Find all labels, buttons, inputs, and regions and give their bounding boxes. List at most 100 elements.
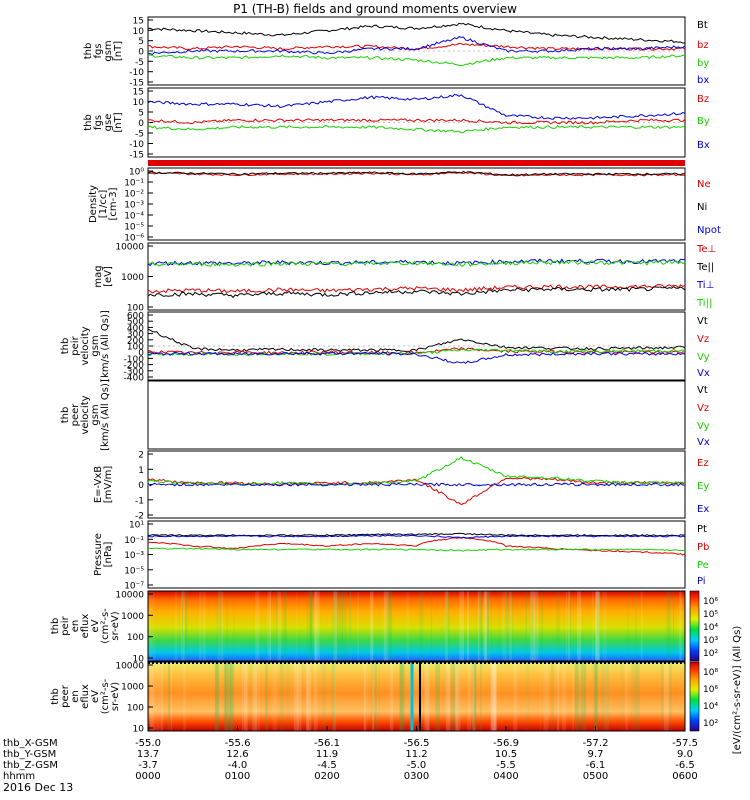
y-axis-title-line: sr-eV) — [110, 611, 121, 640]
y-tick-label: 10000 — [115, 591, 144, 601]
panel-peer_spec: 10000 1000 100 10 thb peer en eflux eV (cm²-s-sr-… — [50, 661, 686, 735]
spectrogram-stripe — [389, 662, 394, 731]
spectrogram-stripe — [313, 591, 317, 661]
spectrogram-stripe — [400, 662, 404, 731]
spectrogram-stripe — [551, 662, 554, 731]
y-tick-label: 5 — [138, 109, 144, 119]
spectrogram-stripe — [435, 662, 441, 731]
y-tick-label: -5 — [135, 130, 144, 140]
y-tick-label: 1 — [138, 466, 144, 476]
series-line-te — [147, 283, 686, 294]
series-line-pe — [147, 547, 686, 552]
legend-ni-entry: Ni — [697, 202, 707, 213]
spectrogram-stripe — [635, 662, 640, 731]
spectrogram-stripe — [525, 591, 527, 661]
x-row-value: 0200 — [314, 771, 339, 782]
colorbar-title: [eV/(cm²-s-sr-eV)] (All Qs) — [732, 626, 743, 755]
panel-temperature: 10000 1000 100 mag [eV] Te⊥ Te|| Ti⊥ Ti|| — [93, 242, 716, 314]
y-tick-label: -15 — [129, 79, 144, 89]
panel-frame — [147, 380, 686, 450]
y-tick-label: -1 — [135, 496, 144, 506]
legend-vt-entry: Vt — [697, 316, 708, 327]
spectrogram-stripe — [242, 662, 244, 731]
x-row-label: thb_X-GSM — [3, 738, 58, 749]
y-axis-title-line: eflux — [80, 684, 91, 709]
legend-te-entry: Te⊥ — [696, 244, 716, 255]
y-axis-title-line: thb — [83, 43, 94, 60]
x-row-value: 0400 — [493, 771, 518, 782]
x-row-value: -57.2 — [583, 738, 609, 749]
spectrogram-stripe — [383, 591, 389, 661]
y-tick-label: 5 — [138, 37, 144, 47]
spectrogram-stripe — [340, 591, 343, 661]
spectrogram-stripe — [342, 591, 347, 661]
y-axis-title-line: en — [70, 690, 81, 703]
date-label: 2016 Dec 13 — [3, 781, 73, 794]
spectrogram-stripe — [444, 591, 449, 661]
y-tick-label: 100 — [127, 304, 144, 314]
spectrogram-stripe — [540, 591, 543, 661]
y-axis-title-line: [cm-3] — [108, 187, 119, 220]
series-line-ez — [147, 476, 686, 506]
spectrogram-stripe — [249, 662, 254, 731]
x-row-value: -6.5 — [675, 760, 695, 771]
colorbar-tick-label: 10⁴ — [703, 623, 718, 633]
figure-title: P1 (TH-B) fields and ground moments over… — [233, 2, 517, 16]
spectrogram-stripe — [502, 591, 507, 661]
series-line-ex — [147, 482, 686, 487]
spectrogram-stripe — [160, 662, 164, 731]
panel-pressure: 10¹ 10⁻¹ 10⁻³ 10⁻⁵ 10⁻⁷ Pressure [nPa] Pt Pb Pe Pi — [93, 520, 709, 592]
colorbar-tick-label: 10⁶ — [703, 685, 718, 695]
series-line-pi — [147, 534, 686, 539]
y-tick-label: 600 — [127, 312, 144, 322]
spectrogram-stripe — [597, 591, 600, 661]
x-row-value: 0600 — [672, 771, 697, 782]
y-axis-title-line: en — [70, 620, 81, 633]
series-line-by — [147, 54, 686, 67]
y-tick-label: 10⁻⁶ — [124, 234, 144, 244]
x-row-value: 0500 — [583, 771, 608, 782]
x-row-value: -55.6 — [225, 738, 251, 749]
x-row-value: 12.6 — [226, 749, 248, 760]
y-axis-title-line: gse — [103, 114, 114, 132]
spectrogram-stripe — [214, 662, 220, 731]
panel-frame — [147, 242, 686, 311]
legend-npot-entry: Npot — [697, 225, 721, 236]
spectrogram-stripe — [220, 591, 222, 661]
spectrogram-stripe — [561, 662, 567, 731]
spectrogram-stripe — [269, 591, 271, 661]
spectrogram-stripe — [558, 591, 560, 661]
spectrogram-stripe — [277, 591, 281, 661]
x-row-value: -57.5 — [672, 738, 698, 749]
y-tick-label: 10 — [133, 655, 145, 665]
spectrogram-stripe — [509, 591, 512, 661]
spectrogram-stripe — [479, 662, 482, 731]
x-row-value: -4.5 — [317, 760, 337, 771]
spectrogram-stripe — [285, 662, 291, 731]
spectrogram-stripe — [467, 662, 472, 731]
legend-by-entry: by — [697, 58, 709, 69]
spectrogram-stripe — [174, 591, 178, 661]
y-tick-label: 10 — [133, 725, 145, 735]
y-tick-label: 10⁻⁴ — [124, 212, 144, 222]
y-axis-title-line: thb — [83, 114, 94, 131]
y-axis-title-line: eV — [90, 690, 101, 703]
spectrogram-stripe — [331, 662, 336, 731]
spectrogram-stripe — [387, 591, 390, 661]
spectrogram-stripe — [556, 662, 560, 731]
spectrogram-stripe — [185, 591, 188, 661]
x-row-value: -5.0 — [407, 760, 427, 771]
spectrogram-stripe — [472, 662, 476, 731]
y-tick-label: -5 — [135, 58, 144, 68]
spectrogram-stripe — [293, 662, 299, 731]
spectrogram-stripe — [539, 662, 542, 731]
y-axis-title-line: velocity — [80, 326, 91, 365]
y-tick-label: -300 — [124, 367, 145, 377]
x-row-label: hhmm — [3, 771, 35, 782]
spectrogram-stripe — [572, 662, 574, 731]
y-tick-label: 100 — [127, 343, 144, 353]
y-tick-label: 10⁻⁵ — [124, 566, 144, 576]
legend-ez-entry: Ez — [697, 458, 709, 469]
